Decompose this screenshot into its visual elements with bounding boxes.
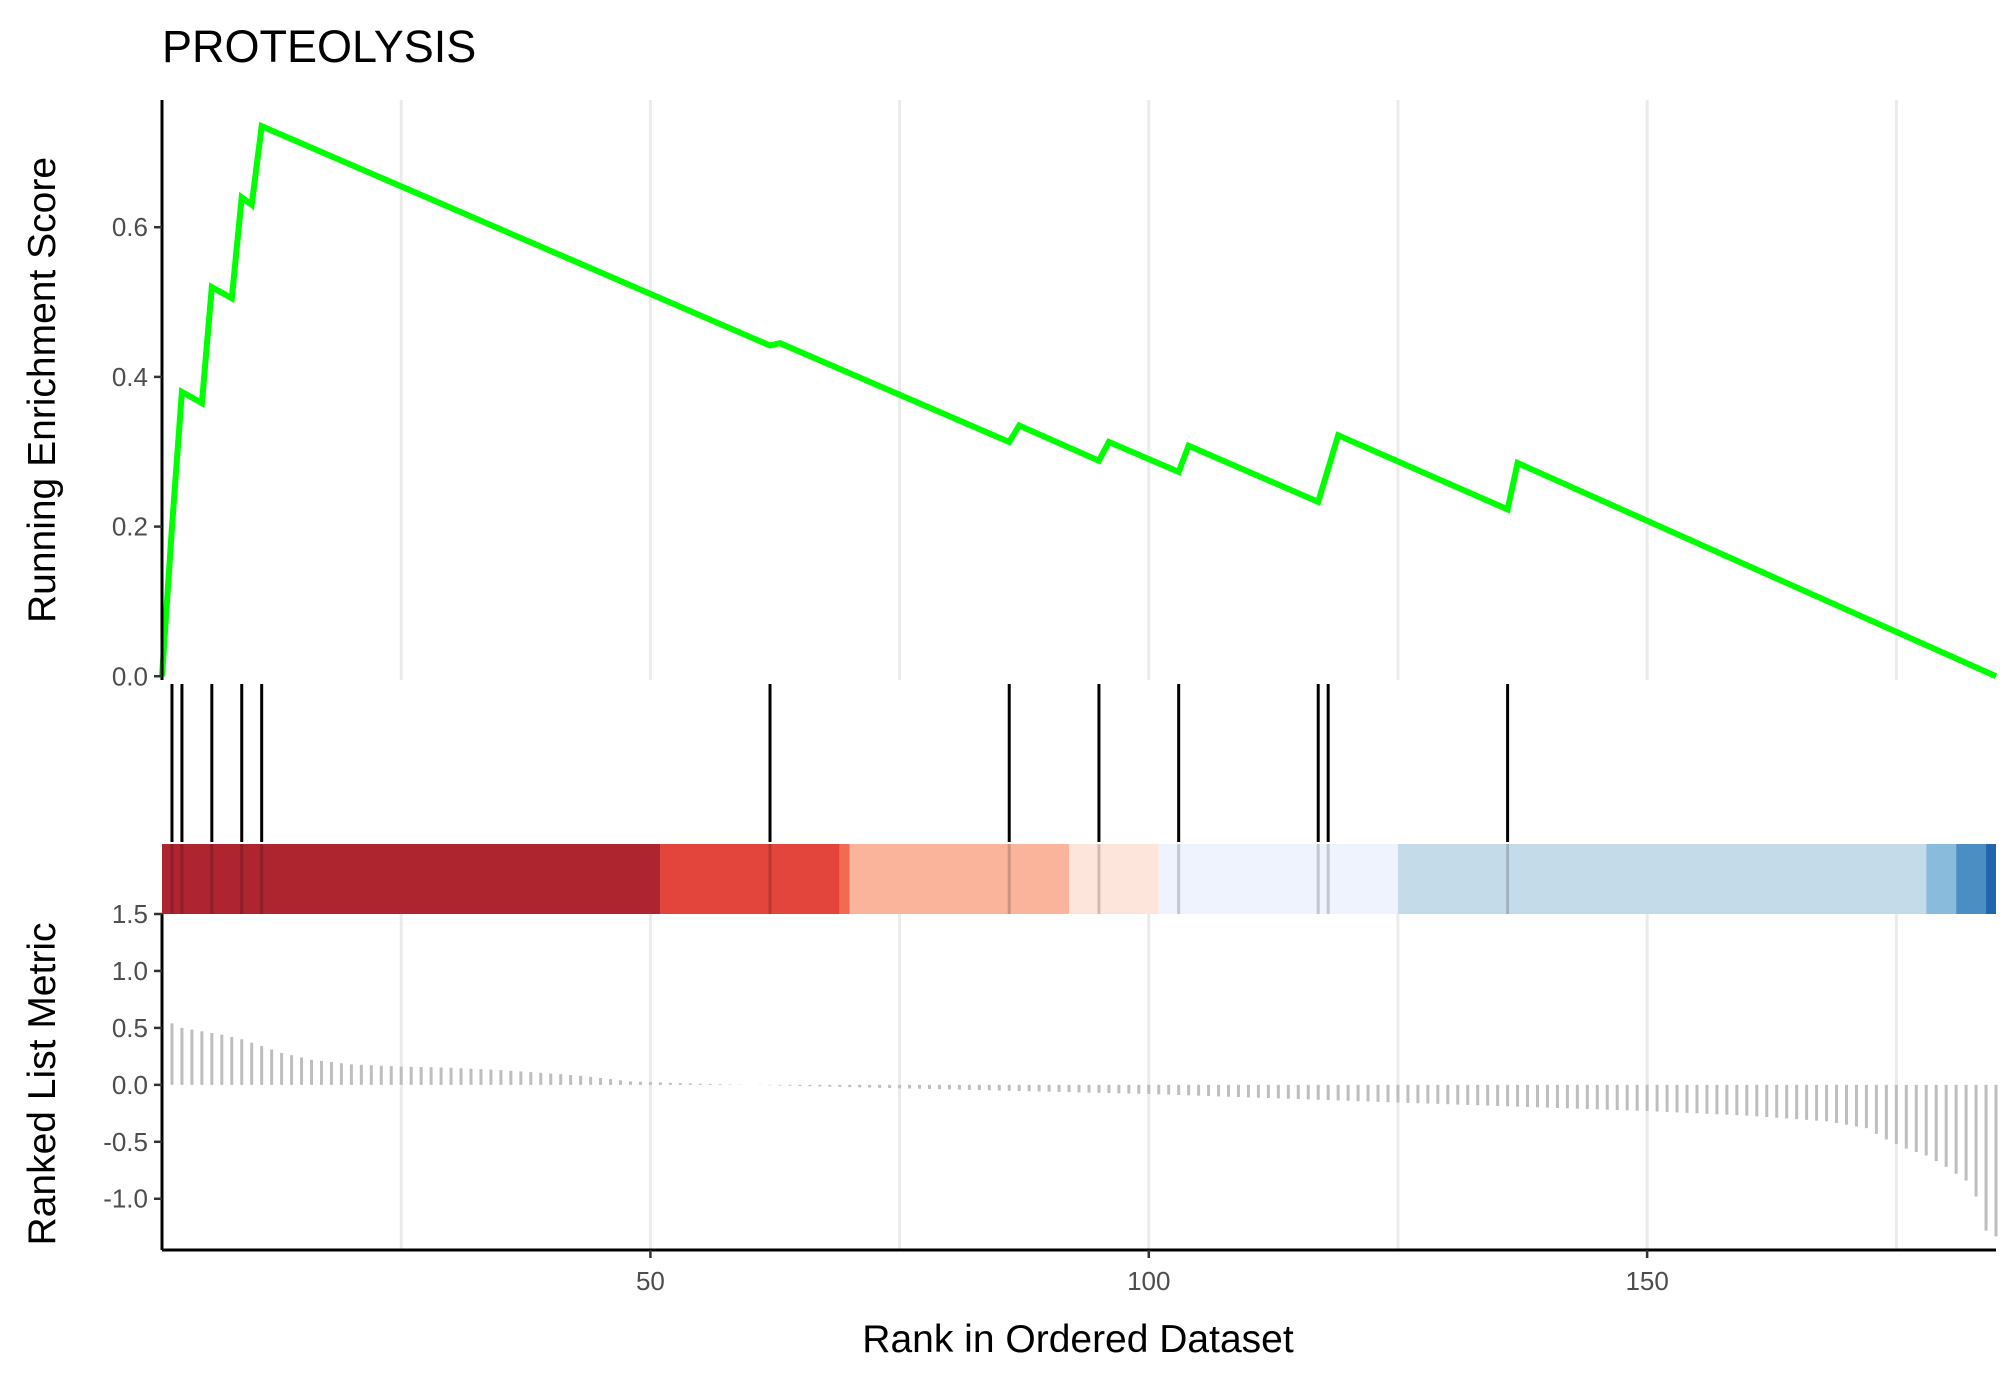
y-tick-label: 0.0 (112, 661, 148, 691)
y-tick-label: 0.4 (112, 362, 148, 392)
y-tick-label: 1.5 (112, 899, 148, 929)
enrichment-score-line (159, 121, 1998, 680)
running-score-line (159, 121, 1998, 680)
band-segment (1158, 844, 1398, 914)
band-segment (839, 844, 850, 914)
y-tick-label: 0.2 (112, 512, 148, 542)
vertical-grid (399, 100, 1898, 1250)
y-tick-label: 1.0 (112, 956, 148, 986)
band-segment (1986, 844, 1996, 914)
hit-markers (170, 684, 1510, 914)
running-score-axis-title: Running Enrichment Score (21, 157, 64, 623)
x-axis-title: Rank in Ordered Dataset (862, 1318, 1294, 1361)
band-segment (1956, 844, 1987, 914)
y-tick-label: -0.5 (103, 1127, 148, 1157)
band-segment (1397, 844, 1927, 914)
band-segment (1926, 844, 1957, 914)
band-segment (660, 844, 840, 914)
x-tick-label: 100 (1127, 1266, 1170, 1296)
x-tick-label: 150 (1625, 1266, 1668, 1296)
y-tick-label: 0.6 (112, 212, 148, 242)
rank-color-band (162, 844, 1996, 914)
x-tick-label: 50 (636, 1266, 665, 1296)
band-segment (162, 844, 661, 914)
chart-title: PROTEOLYSIS (162, 21, 476, 72)
band-segment (1069, 844, 1159, 914)
ranked-metric-bars (160, 1009, 1998, 1237)
y-tick-label: 0.0 (112, 1070, 148, 1100)
ranked-metric-axis-title: Ranked List Metric (21, 923, 64, 1246)
y-tick-label: 0.5 (112, 1013, 148, 1043)
axes: 0.0 0.2 0.4 0.6 1.5 1.0 0.5 0.0 -0.5 -1.0 50 100 150 (103, 100, 1996, 1296)
y-tick-label: -1.0 (103, 1184, 148, 1214)
band-segment (849, 844, 1070, 914)
